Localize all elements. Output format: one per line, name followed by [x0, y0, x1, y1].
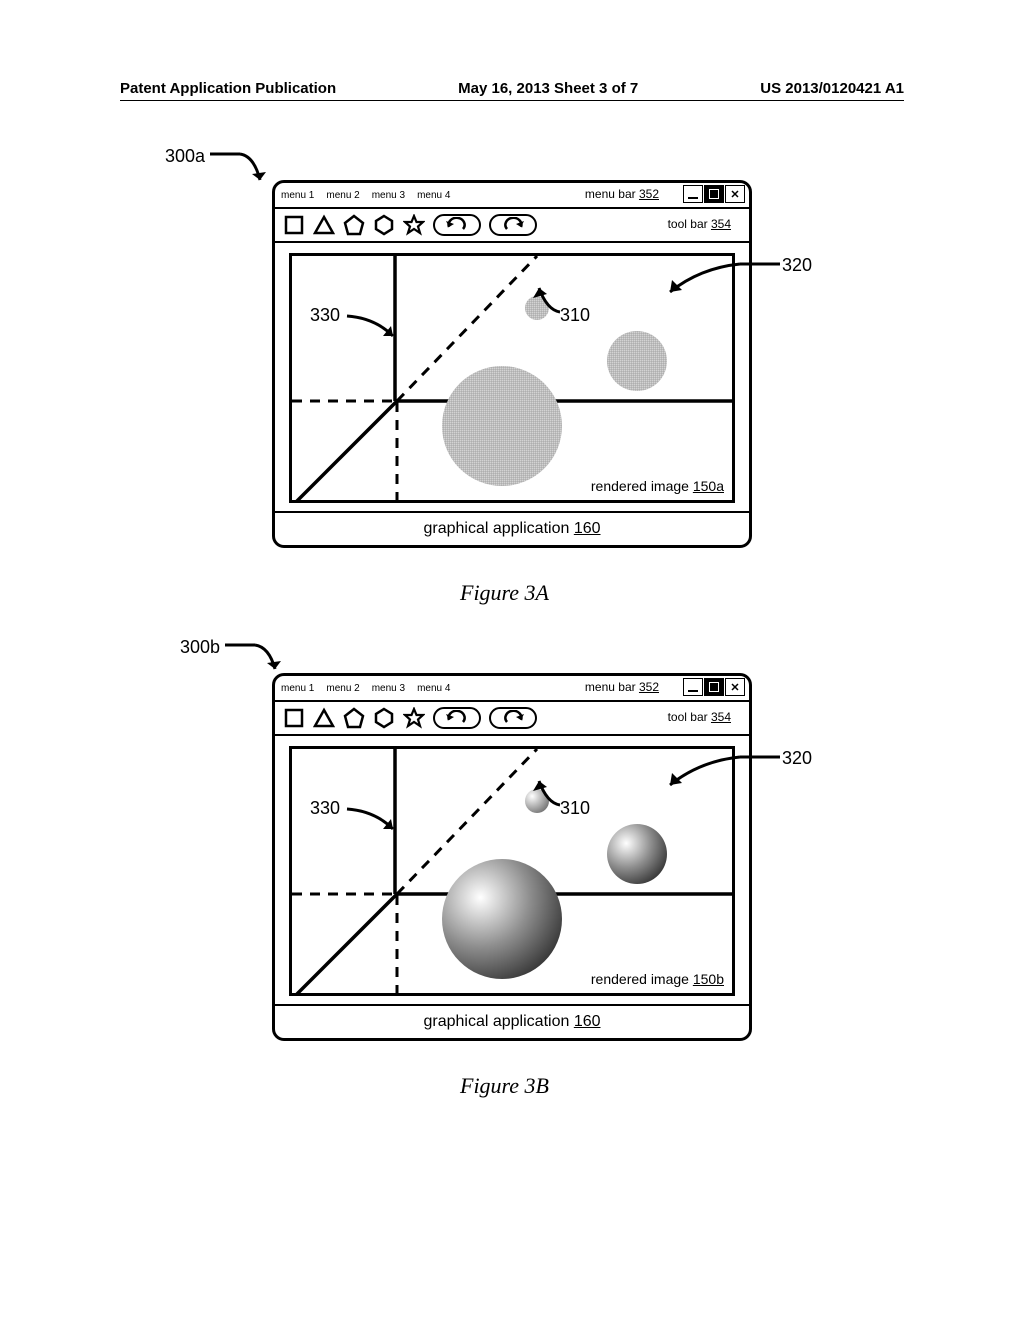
menu-bar: menu 1 menu 2 menu 3 menu 4 menu bar 352… [275, 676, 749, 702]
maximize-button[interactable] [704, 678, 724, 696]
hexagon-icon[interactable] [373, 214, 395, 236]
triangle-icon[interactable] [313, 707, 335, 729]
square-icon[interactable] [283, 707, 305, 729]
window-controls: ✕ [683, 185, 745, 203]
menu-items: menu 1 menu 2 menu 3 menu 4 [281, 190, 450, 201]
anno-310-arrow-icon [525, 280, 575, 320]
menu-item[interactable]: menu 2 [326, 683, 359, 694]
tool-bar-label: tool bar 354 [668, 710, 731, 724]
menu-item[interactable]: menu 3 [372, 190, 405, 201]
triangle-icon[interactable] [313, 214, 335, 236]
anno-320-arrow-icon [660, 751, 790, 796]
maximize-button[interactable] [704, 185, 724, 203]
app-window-a: menu 1 menu 2 menu 3 menu 4 menu bar 352… [272, 180, 752, 548]
tool-bar: tool bar 354 [275, 702, 749, 736]
close-button[interactable]: ✕ [725, 185, 745, 203]
menu-item[interactable]: menu 2 [326, 190, 359, 201]
menu-items: menu 1 menu 2 menu 3 menu 4 [281, 683, 450, 694]
hexagon-icon[interactable] [373, 707, 395, 729]
undo-button[interactable] [433, 214, 481, 236]
close-button[interactable]: ✕ [725, 678, 745, 696]
redo-button[interactable] [489, 214, 537, 236]
redo-button[interactable] [489, 707, 537, 729]
star-icon[interactable] [403, 707, 425, 729]
leader-300b: 300b [180, 637, 220, 658]
figure-3b-area: 300b menu 1 menu 2 menu 3 menu 4 menu ba… [0, 635, 1024, 1165]
pentagon-icon[interactable] [343, 707, 365, 729]
anno-320-arrow-icon [660, 258, 790, 303]
figure-caption-b: Figure 3B [460, 1073, 549, 1099]
figure-caption-a: Figure 3A [460, 580, 549, 606]
render-label: rendered image 150a [591, 478, 724, 494]
undo-button[interactable] [433, 707, 481, 729]
header-right: US 2013/0120421 A1 [760, 80, 904, 97]
app-footer: graphical application 160 [275, 1004, 749, 1038]
menu-bar-label: menu bar 352 [585, 187, 659, 201]
anno-330-arrow-icon [345, 308, 415, 348]
square-icon[interactable] [283, 214, 305, 236]
tool-bar: tool bar 354 [275, 209, 749, 243]
header-middle: May 16, 2013 Sheet 3 of 7 [458, 80, 638, 97]
tool-bar-label: tool bar 354 [668, 217, 731, 231]
star-icon[interactable] [403, 214, 425, 236]
menu-bar-label: menu bar 352 [585, 680, 659, 694]
header-left: Patent Application Publication [120, 80, 336, 97]
window-controls: ✕ [683, 678, 745, 696]
leader-arrow-icon [210, 148, 270, 193]
menu-item[interactable]: menu 1 [281, 683, 314, 694]
anno-330: 330 [310, 798, 340, 819]
render-label: rendered image 150b [591, 971, 724, 987]
anno-330-arrow-icon [345, 801, 415, 841]
minimize-button[interactable] [683, 678, 703, 696]
minimize-button[interactable] [683, 185, 703, 203]
menu-bar: menu 1 menu 2 menu 3 menu 4 menu bar 352… [275, 183, 749, 209]
pentagon-icon[interactable] [343, 214, 365, 236]
figure-3a-area: 300a menu 1 menu 2 menu 3 menu 4 menu ba… [0, 130, 1024, 640]
page-header: Patent Application Publication May 16, 2… [120, 80, 904, 101]
app-window-b: menu 1 menu 2 menu 3 menu 4 menu bar 352… [272, 673, 752, 1041]
menu-item[interactable]: menu 3 [372, 683, 405, 694]
leader-300a: 300a [165, 146, 205, 167]
anno-310-arrow-icon [525, 773, 575, 813]
menu-item[interactable]: menu 4 [417, 683, 450, 694]
anno-330: 330 [310, 305, 340, 326]
app-footer: graphical application 160 [275, 511, 749, 545]
menu-item[interactable]: menu 1 [281, 190, 314, 201]
menu-item[interactable]: menu 4 [417, 190, 450, 201]
